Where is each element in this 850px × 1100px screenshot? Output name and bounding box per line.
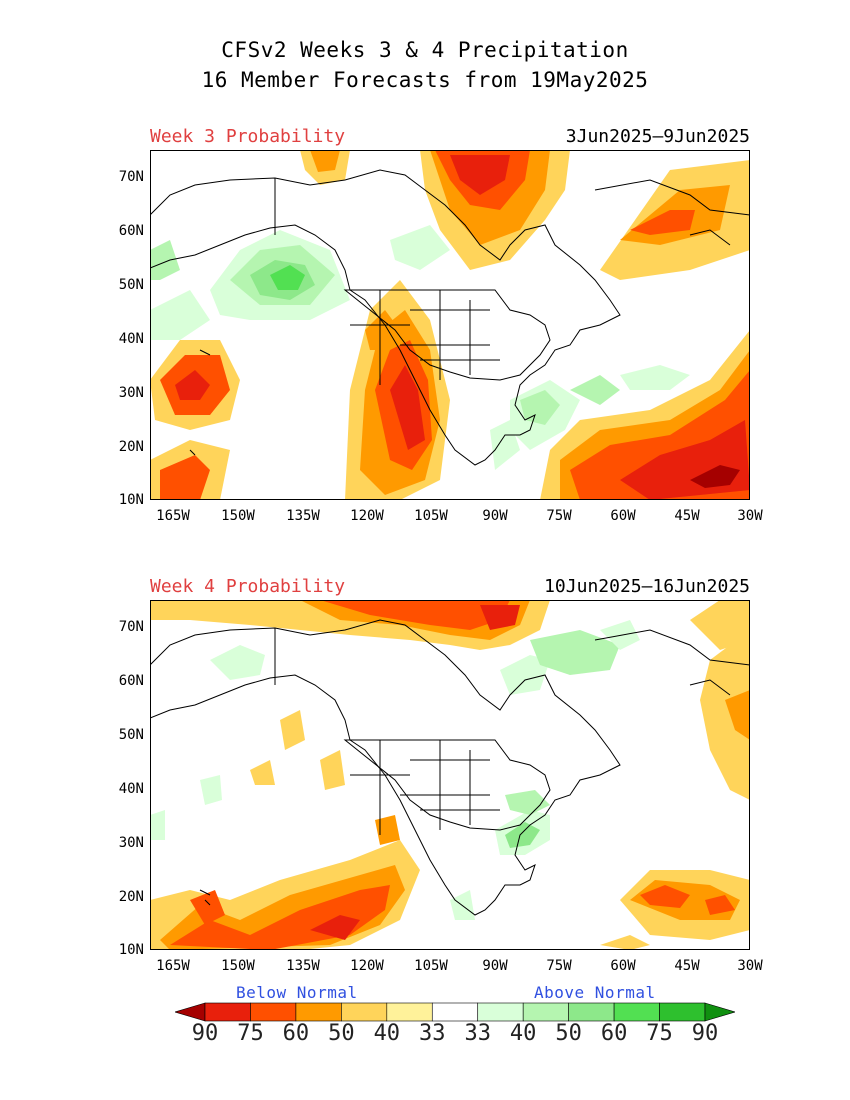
week3-lat-20: 20N — [118, 439, 144, 455]
below-normal-label: Below Normal — [236, 983, 358, 1002]
colorbar-box — [341, 1002, 388, 1022]
week4-lat-50: 50N — [118, 727, 144, 743]
week3-dates: 3Jun2025—9Jun2025 — [565, 126, 750, 147]
week4-map — [150, 600, 750, 950]
week4-dates: 10Jun2025—16Jun2025 — [544, 576, 750, 597]
week4-lon-45w: 45W — [674, 958, 700, 974]
week4-below-shading — [150, 600, 750, 950]
week4-lat-40: 40N — [118, 781, 144, 797]
colorbar-level-label: 33 — [464, 1021, 491, 1046]
week3-lat-10: 10N — [118, 492, 144, 508]
week4-lon-120w: 120W — [350, 958, 384, 974]
week4-lon-30w: 30W — [737, 958, 763, 974]
colorbar-level-label: 90 — [191, 1021, 219, 1046]
colorbar-level-label: 75 — [646, 1021, 673, 1046]
week4-lon-60w: 60W — [610, 958, 636, 974]
colorbar-level-label: 40 — [509, 1021, 537, 1046]
colorbar-box — [477, 1002, 524, 1022]
colorbar-level-label: 60 — [282, 1021, 310, 1046]
colorbar-box — [659, 1002, 706, 1022]
week4-frame — [150, 600, 750, 950]
week3-lon-75w: 75W — [546, 508, 572, 524]
week4-lon-165w: 165W — [156, 958, 190, 974]
colorbar-box — [386, 1002, 433, 1022]
colorbar-level-label: 60 — [600, 1021, 628, 1046]
week3-map — [150, 150, 750, 500]
week4-lon-135w: 135W — [286, 958, 320, 974]
week4-lon-150w: 150W — [221, 958, 255, 974]
week3-coastlines — [150, 169, 750, 466]
colorbar-level-label: 50 — [328, 1021, 355, 1046]
week3-above-shading — [150, 225, 690, 470]
week4-lon-90w: 90W — [482, 958, 508, 974]
week3-lon-150w: 150W — [221, 508, 255, 524]
week4-lat-20: 20N — [118, 889, 144, 905]
week3-lat-60: 60N — [118, 223, 144, 239]
week4-lat-70: 70N — [118, 619, 144, 635]
colorbar-arrow-left — [175, 1002, 206, 1022]
week4-lat-30: 30N — [118, 835, 144, 851]
colorbar-level-label: 75 — [237, 1021, 264, 1046]
week3-lon-90w: 90W — [482, 508, 508, 524]
colorbar-box — [250, 1002, 297, 1022]
week3-lat-30: 30N — [118, 385, 144, 401]
colorbar-arrow-right — [704, 1002, 735, 1022]
colorbar-level-label: 33 — [419, 1021, 446, 1046]
week3-lon-60w: 60W — [610, 508, 636, 524]
colorbar-level-label: 40 — [373, 1021, 401, 1046]
colorbar-box — [613, 1002, 660, 1022]
colorbar-level-label: 90 — [691, 1021, 719, 1046]
week3-lat-40: 40N — [118, 331, 144, 347]
week3-lon-135w: 135W — [286, 508, 320, 524]
week3-label: Week 3 Probability — [150, 126, 346, 147]
colorbar-box — [522, 1002, 569, 1022]
colorbar-box — [568, 1002, 615, 1022]
colorbar-box — [204, 1002, 251, 1022]
week3-lon-105w: 105W — [414, 508, 448, 524]
colorbar — [175, 1002, 735, 1022]
title-line-2: 16 Member Forecasts from 19May2025 — [201, 68, 649, 92]
week4-lat-60: 60N — [118, 673, 144, 689]
week3-frame — [150, 150, 750, 500]
week3-lon-165w: 165W — [156, 508, 190, 524]
week3-lon-45w: 45W — [674, 508, 700, 524]
week3-lon-30w: 30W — [737, 508, 763, 524]
week4-label: Week 4 Probability — [150, 576, 346, 597]
week4-lon-105w: 105W — [414, 958, 448, 974]
week4-lon-75w: 75W — [546, 958, 572, 974]
title-line-1: CFSv2 Weeks 3 & 4 Precipitation — [221, 38, 629, 62]
above-normal-label: Above Normal — [534, 983, 656, 1002]
week3-below-shading — [150, 150, 750, 500]
week4-coastlines — [150, 619, 750, 916]
colorbar-box — [431, 1002, 479, 1022]
colorbar-box — [295, 1002, 342, 1022]
week3-lon-120w: 120W — [350, 508, 384, 524]
colorbar-level-label: 50 — [555, 1021, 582, 1046]
week3-lat-50: 50N — [118, 277, 144, 293]
week3-lat-70: 70N — [118, 169, 144, 185]
week4-lat-10: 10N — [118, 942, 144, 958]
